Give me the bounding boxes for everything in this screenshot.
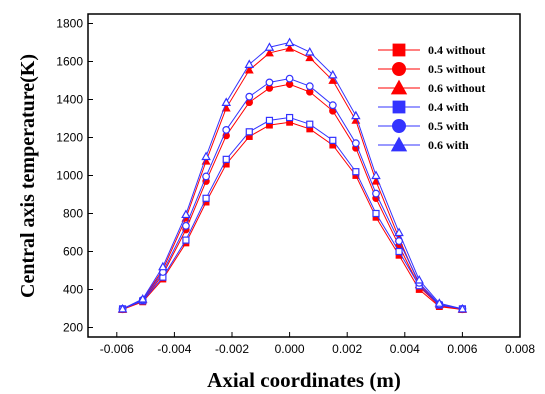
data-point [306, 120, 314, 128]
series-line [122, 117, 463, 310]
y-tick-label: 1800 [56, 17, 83, 31]
data-point [222, 125, 231, 134]
legend-marker [390, 79, 408, 95]
x-tick-label: -0.004 [157, 342, 191, 356]
legend-item: 0.6 with [378, 136, 469, 152]
x-tick-label: -0.006 [100, 342, 134, 356]
data-point [202, 194, 210, 202]
data-point [245, 92, 254, 101]
y-tick-label: 1600 [56, 55, 83, 69]
data-point [371, 170, 381, 180]
legend-item: 0.4 with [378, 100, 469, 114]
legend-marker [391, 119, 406, 134]
data-point [201, 151, 211, 161]
data-point [182, 221, 190, 230]
data-point [202, 172, 210, 181]
legend-item: 0.5 with [378, 119, 469, 134]
legend-marker [392, 100, 406, 114]
data-point [329, 136, 337, 144]
series-line [122, 78, 463, 310]
data-point [328, 75, 338, 84]
series-0-4-without [119, 118, 466, 313]
data-point [395, 247, 403, 256]
x-tick-label: -0.002 [215, 342, 249, 356]
data-point [304, 47, 315, 56]
data-point [244, 65, 254, 74]
x-tick-label: 0.006 [447, 342, 477, 356]
data-point [158, 261, 168, 271]
series-0-4-with [118, 113, 466, 313]
x-tick-label: 0.002 [332, 342, 362, 356]
legend-label: 0.5 without [428, 62, 485, 76]
y-tick-label: 1200 [56, 131, 83, 145]
legend-label: 0.6 with [428, 138, 469, 152]
data-point [265, 48, 274, 57]
x-axis-title: Axial coordinates (m) [207, 368, 401, 392]
legend-item: 0.5 without [378, 62, 485, 77]
data-point [457, 303, 468, 313]
x-tick-label: 0.000 [275, 342, 305, 356]
series-0-6-with [117, 37, 468, 313]
y-axis-title: Central axis temperature(K) [17, 54, 39, 298]
data-point [244, 59, 255, 68]
series-layer [117, 37, 468, 314]
x-axis: -0.006 -0.004 -0.002 0.000 0.002 0.004 0.006 0.… [100, 332, 535, 356]
data-point [181, 209, 191, 219]
legend-marker [392, 43, 406, 57]
legend-label: 0.4 with [428, 100, 469, 114]
y-tick-label: 1400 [56, 93, 83, 107]
data-point [372, 189, 380, 198]
data-point [286, 113, 294, 122]
data-point [351, 110, 361, 120]
data-point [265, 116, 274, 125]
data-point [245, 128, 253, 136]
data-point [264, 42, 275, 51]
legend-label: 0.5 with [428, 119, 469, 133]
data-point [372, 209, 380, 218]
y-tick-label: 800 [63, 207, 83, 221]
y-tick-label: 400 [63, 283, 83, 297]
y-tick-label: 600 [63, 245, 83, 259]
data-point [285, 43, 295, 52]
y-axis: 200 400 600 800 1000 1200 1400 1600 1800 [56, 17, 93, 335]
data-point [284, 37, 295, 47]
data-point [221, 97, 232, 106]
data-point [352, 168, 360, 176]
legend-label: 0.6 without [428, 81, 485, 95]
data-point [351, 139, 360, 148]
data-point [285, 74, 294, 83]
data-point [137, 294, 148, 303]
data-point [305, 82, 314, 91]
data-point [394, 227, 404, 237]
data-point [414, 275, 424, 284]
y-tick-label: 200 [63, 321, 83, 335]
legend-label: 0.4 without [428, 43, 485, 57]
data-point [117, 303, 128, 313]
y-tick-label: 1000 [56, 169, 83, 183]
data-point [265, 78, 274, 87]
series-line [122, 121, 463, 310]
data-point [222, 155, 230, 163]
data-point [328, 69, 338, 79]
x-tick-label: 0.004 [390, 342, 420, 356]
data-point [434, 298, 445, 307]
legend-marker [390, 136, 408, 152]
data-point [182, 236, 190, 244]
data-point [305, 53, 315, 62]
x-tick-label: 0.008 [505, 342, 535, 356]
legend-item: 0.6 without [378, 79, 485, 95]
legend-marker [391, 62, 406, 77]
data-point [328, 101, 337, 110]
legend: 0.4 without 0.5 without 0.6 without 0.4 wit… [378, 43, 485, 152]
legend-item: 0.4 without [378, 43, 485, 57]
